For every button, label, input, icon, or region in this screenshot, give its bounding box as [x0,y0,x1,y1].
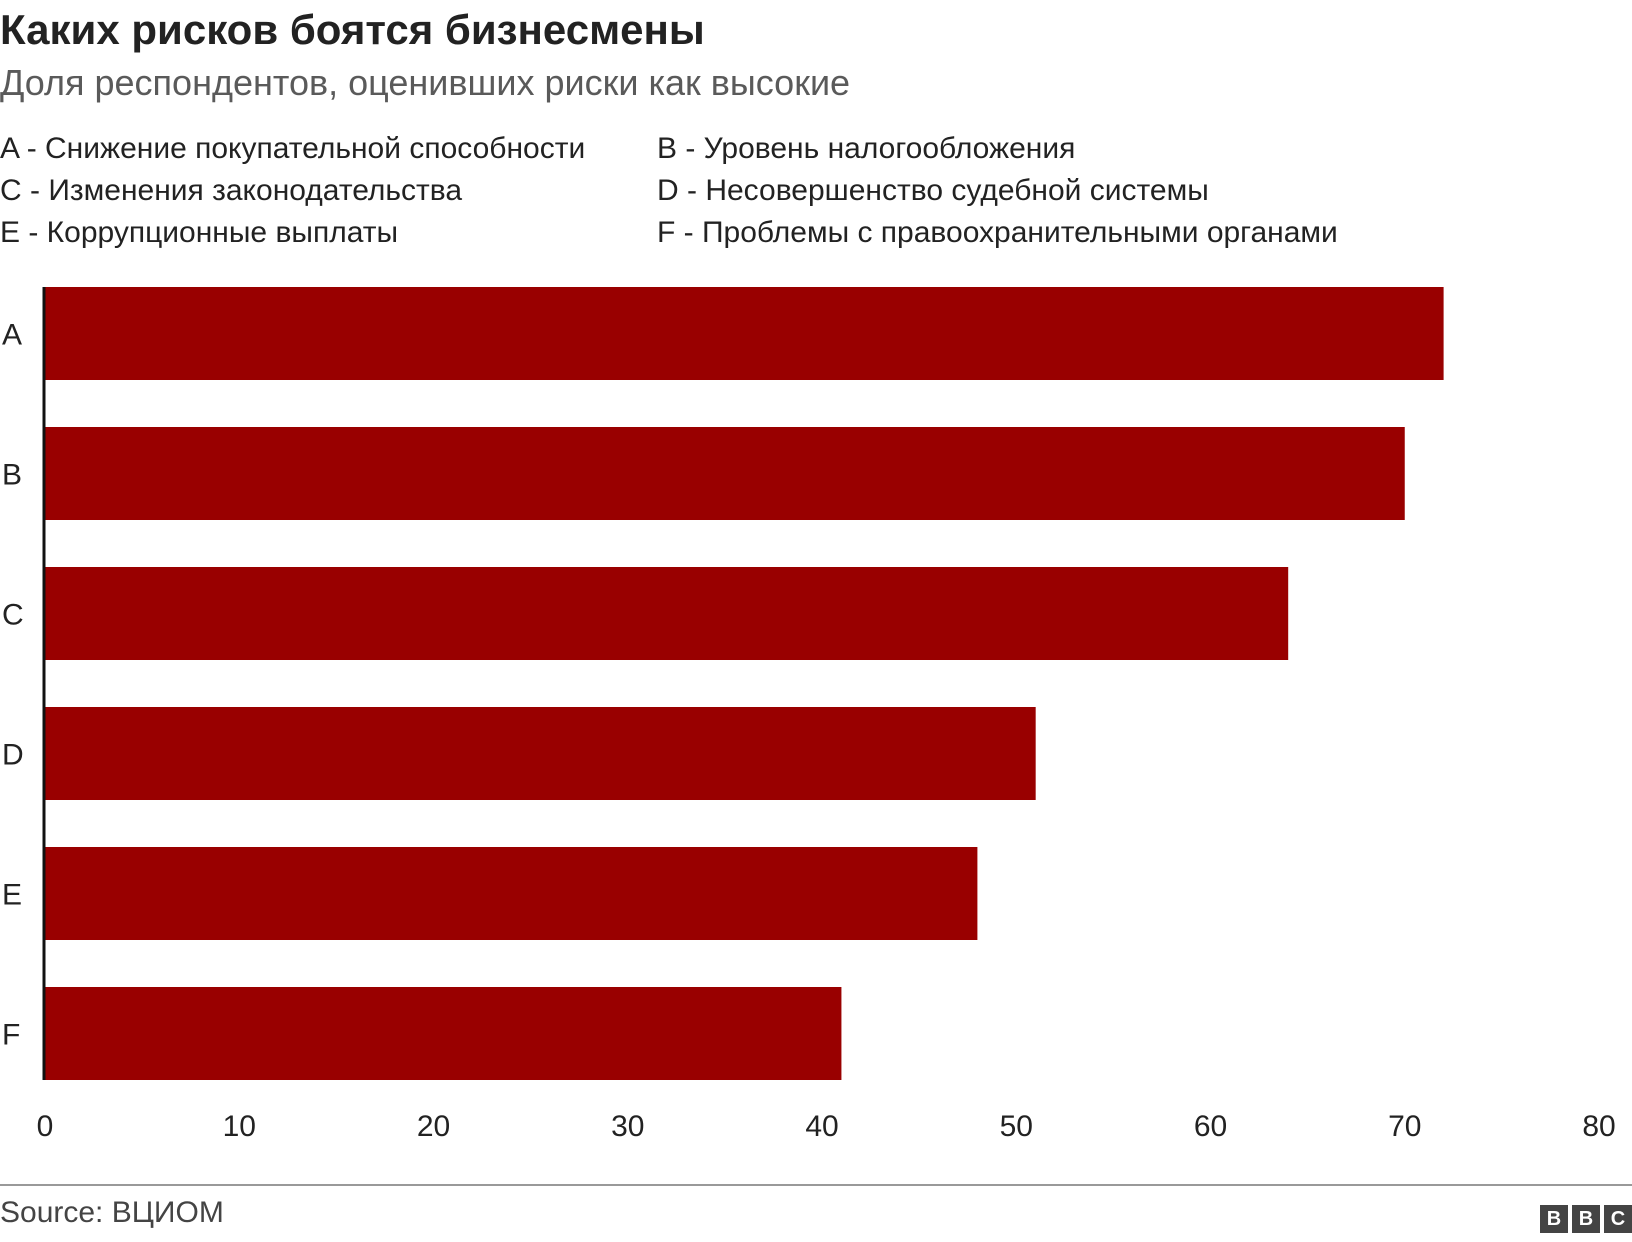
legend-item-f: F - Проблемы с правоохранительными орган… [657,216,1338,249]
x-tick-label: 60 [1194,1110,1227,1143]
x-tick-label: 0 [37,1110,54,1143]
bar-e [45,847,978,940]
category-label-c: C [2,599,24,632]
source-note: Source: ВЦИОМ [0,1196,224,1229]
category-label-e: E [2,879,22,912]
x-tick-label: 70 [1388,1110,1421,1143]
legend-item-a: A - Снижение покупательной способности [0,132,586,165]
legend-item-d: D - Несовершенство судебной системы [657,174,1209,207]
bar-d [45,707,1036,800]
category-label-b: B [2,459,22,492]
legend-item-b: B - Уровень налогообложения [657,132,1076,165]
bbc-logo-letter: B [1572,1205,1600,1233]
bbc-logo: B B C [1540,1205,1632,1233]
bar-b [45,427,1405,520]
bar-a [45,287,1444,380]
bbc-logo-letter: C [1604,1205,1632,1233]
bbc-logo-letter: B [1540,1205,1568,1233]
chart-title: Каких рисков боятся бизнесмены [0,6,705,53]
category-label-f: F [2,1019,20,1052]
x-tick-label: 80 [1582,1110,1615,1143]
bar-chart: A B C D E F 0 10 20 30 40 50 60 70 80 [2,287,1616,1143]
x-tick-label: 20 [417,1110,450,1143]
x-tick-label: 40 [805,1110,838,1143]
chart-subtitle: Доля респондентов, оценивших риски как в… [0,62,851,103]
x-tick-label: 50 [1000,1110,1033,1143]
x-tick-label: 30 [611,1110,644,1143]
legend-item-e: E - Коррупционные выплаты [0,216,399,249]
category-label-d: D [2,739,24,772]
bar-c [45,567,1289,660]
legend-item-c: C - Изменения законодательства [0,174,463,207]
category-label-a: A [2,319,22,352]
x-tick-label: 10 [223,1110,256,1143]
bar-f [45,987,842,1080]
footer-divider [0,1184,1632,1186]
